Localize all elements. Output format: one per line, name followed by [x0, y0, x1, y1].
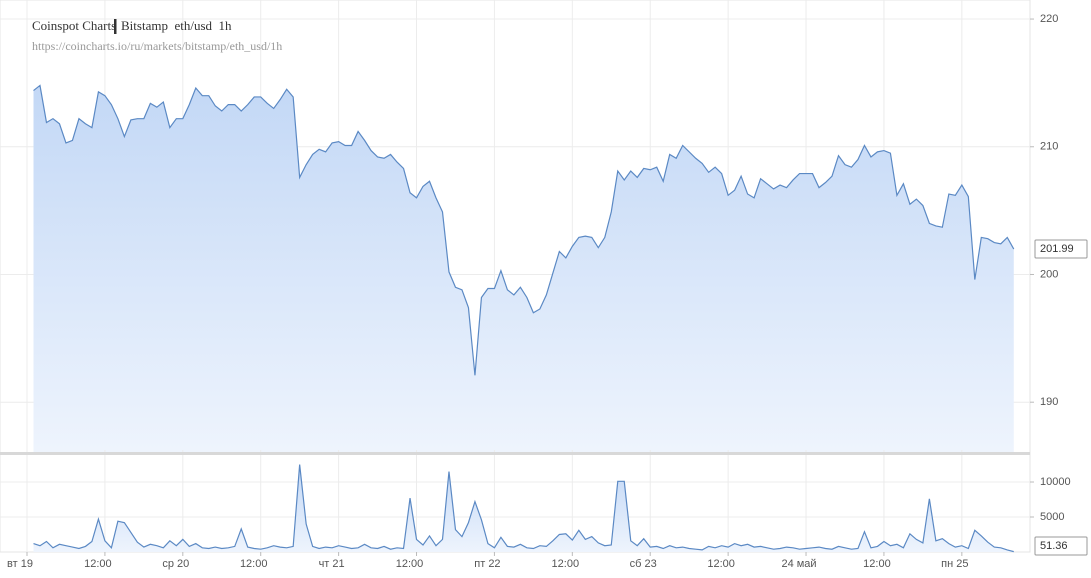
- y-tick-label: 190: [1040, 396, 1058, 408]
- x-tick-label: 12:00: [707, 558, 735, 570]
- x-tick-label: 12:00: [84, 558, 112, 570]
- y-tick-label: 5000: [1040, 511, 1064, 523]
- chart-subtitle: Bitstamp eth/usd 1h: [121, 18, 232, 33]
- area-fill: [33, 85, 1014, 453]
- title-separator: [114, 19, 117, 34]
- last-value-label: 51.36: [1040, 540, 1068, 552]
- area-fill: [33, 464, 1014, 552]
- y-tick-label: 200: [1040, 268, 1058, 280]
- x-tick-label: вт 19: [7, 558, 33, 570]
- x-tick-label: 24 май: [781, 558, 816, 570]
- last-value-box: [1034, 536, 1088, 556]
- pane-separator: [0, 452, 1030, 455]
- y-tick-label: 220: [1040, 13, 1058, 25]
- x-tick-label: пт 22: [474, 558, 500, 570]
- x-tick-label: сб 23: [630, 558, 657, 570]
- last-value-box: [1034, 239, 1088, 259]
- last-value-label: 201.99: [1040, 243, 1074, 255]
- area-line: [33, 464, 1014, 553]
- area-line: [33, 84, 1015, 376]
- y-tick-label: 210: [1040, 141, 1058, 153]
- x-tick-label: пн 25: [941, 558, 968, 570]
- source-url: https://coincharts.io/ru/markets/bitstam…: [32, 39, 282, 53]
- x-tick-label: ср 20: [162, 558, 189, 570]
- x-tick-label: 12:00: [863, 558, 891, 570]
- x-tick-label: 12:00: [240, 558, 268, 570]
- chart-title: Coinspot Charts: [32, 18, 116, 33]
- y-tick-label: 10000: [1040, 476, 1071, 488]
- plot-layer: [0, 0, 1030, 553]
- x-tick-label: чт 21: [319, 558, 345, 570]
- x-tick-label: 12:00: [396, 558, 424, 570]
- x-tick-label: 12:00: [552, 558, 580, 570]
